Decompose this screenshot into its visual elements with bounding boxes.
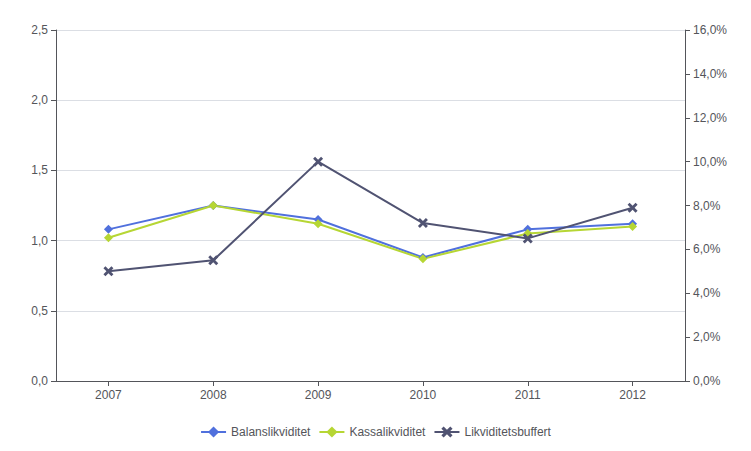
svg-text:4,0%: 4,0% [693, 286, 721, 300]
svg-text:10,0%: 10,0% [693, 155, 727, 169]
svg-text:2008: 2008 [200, 388, 227, 402]
svg-text:16,0%: 16,0% [693, 23, 727, 37]
svg-text:6,0%: 6,0% [693, 242, 721, 256]
svg-text:Likviditetsbuffert: Likviditetsbuffert [464, 425, 551, 439]
svg-text:8,0%: 8,0% [693, 199, 721, 213]
svg-text:2012: 2012 [619, 388, 646, 402]
svg-text:2007: 2007 [95, 388, 122, 402]
svg-text:2,5: 2,5 [31, 23, 48, 37]
svg-text:2,0: 2,0 [31, 93, 48, 107]
svg-text:2,0%: 2,0% [693, 330, 721, 344]
svg-text:Balanslikviditet: Balanslikviditet [231, 425, 311, 439]
svg-text:12,0%: 12,0% [693, 111, 727, 125]
svg-text:14,0%: 14,0% [693, 67, 727, 81]
svg-text:0,5: 0,5 [31, 304, 48, 318]
svg-text:0,0: 0,0 [31, 374, 48, 388]
svg-text:2009: 2009 [305, 388, 332, 402]
svg-text:0,0%: 0,0% [693, 374, 721, 388]
svg-text:Kassalikviditet: Kassalikviditet [349, 425, 426, 439]
svg-text:2011: 2011 [515, 388, 541, 402]
svg-text:1,0: 1,0 [31, 234, 48, 248]
svg-text:1,5: 1,5 [31, 163, 48, 177]
svg-text:2010: 2010 [410, 388, 437, 402]
